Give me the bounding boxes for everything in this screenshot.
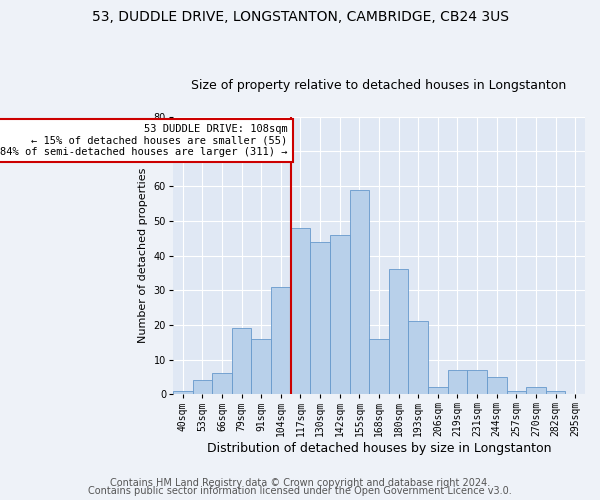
Bar <box>448 370 467 394</box>
Y-axis label: Number of detached properties: Number of detached properties <box>138 168 148 343</box>
Bar <box>350 190 369 394</box>
Bar <box>330 234 350 394</box>
Text: 53 DUDDLE DRIVE: 108sqm
← 15% of detached houses are smaller (55)
84% of semi-de: 53 DUDDLE DRIVE: 108sqm ← 15% of detache… <box>0 124 288 157</box>
Bar <box>251 339 271 394</box>
X-axis label: Distribution of detached houses by size in Longstanton: Distribution of detached houses by size … <box>207 442 551 455</box>
Bar <box>369 339 389 394</box>
Bar <box>409 322 428 394</box>
Bar <box>467 370 487 394</box>
Text: Contains public sector information licensed under the Open Government Licence v3: Contains public sector information licen… <box>88 486 512 496</box>
Title: Size of property relative to detached houses in Longstanton: Size of property relative to detached ho… <box>191 79 566 92</box>
Bar <box>506 391 526 394</box>
Bar <box>546 391 565 394</box>
Bar <box>389 270 409 394</box>
Bar <box>526 388 546 394</box>
Bar <box>271 286 290 394</box>
Bar <box>173 391 193 394</box>
Bar <box>193 380 212 394</box>
Bar <box>212 374 232 394</box>
Text: 53, DUDDLE DRIVE, LONGSTANTON, CAMBRIDGE, CB24 3US: 53, DUDDLE DRIVE, LONGSTANTON, CAMBRIDGE… <box>91 10 509 24</box>
Bar <box>232 328 251 394</box>
Bar <box>290 228 310 394</box>
Bar <box>428 388 448 394</box>
Text: Contains HM Land Registry data © Crown copyright and database right 2024.: Contains HM Land Registry data © Crown c… <box>110 478 490 488</box>
Bar <box>487 377 506 394</box>
Bar <box>310 242 330 394</box>
